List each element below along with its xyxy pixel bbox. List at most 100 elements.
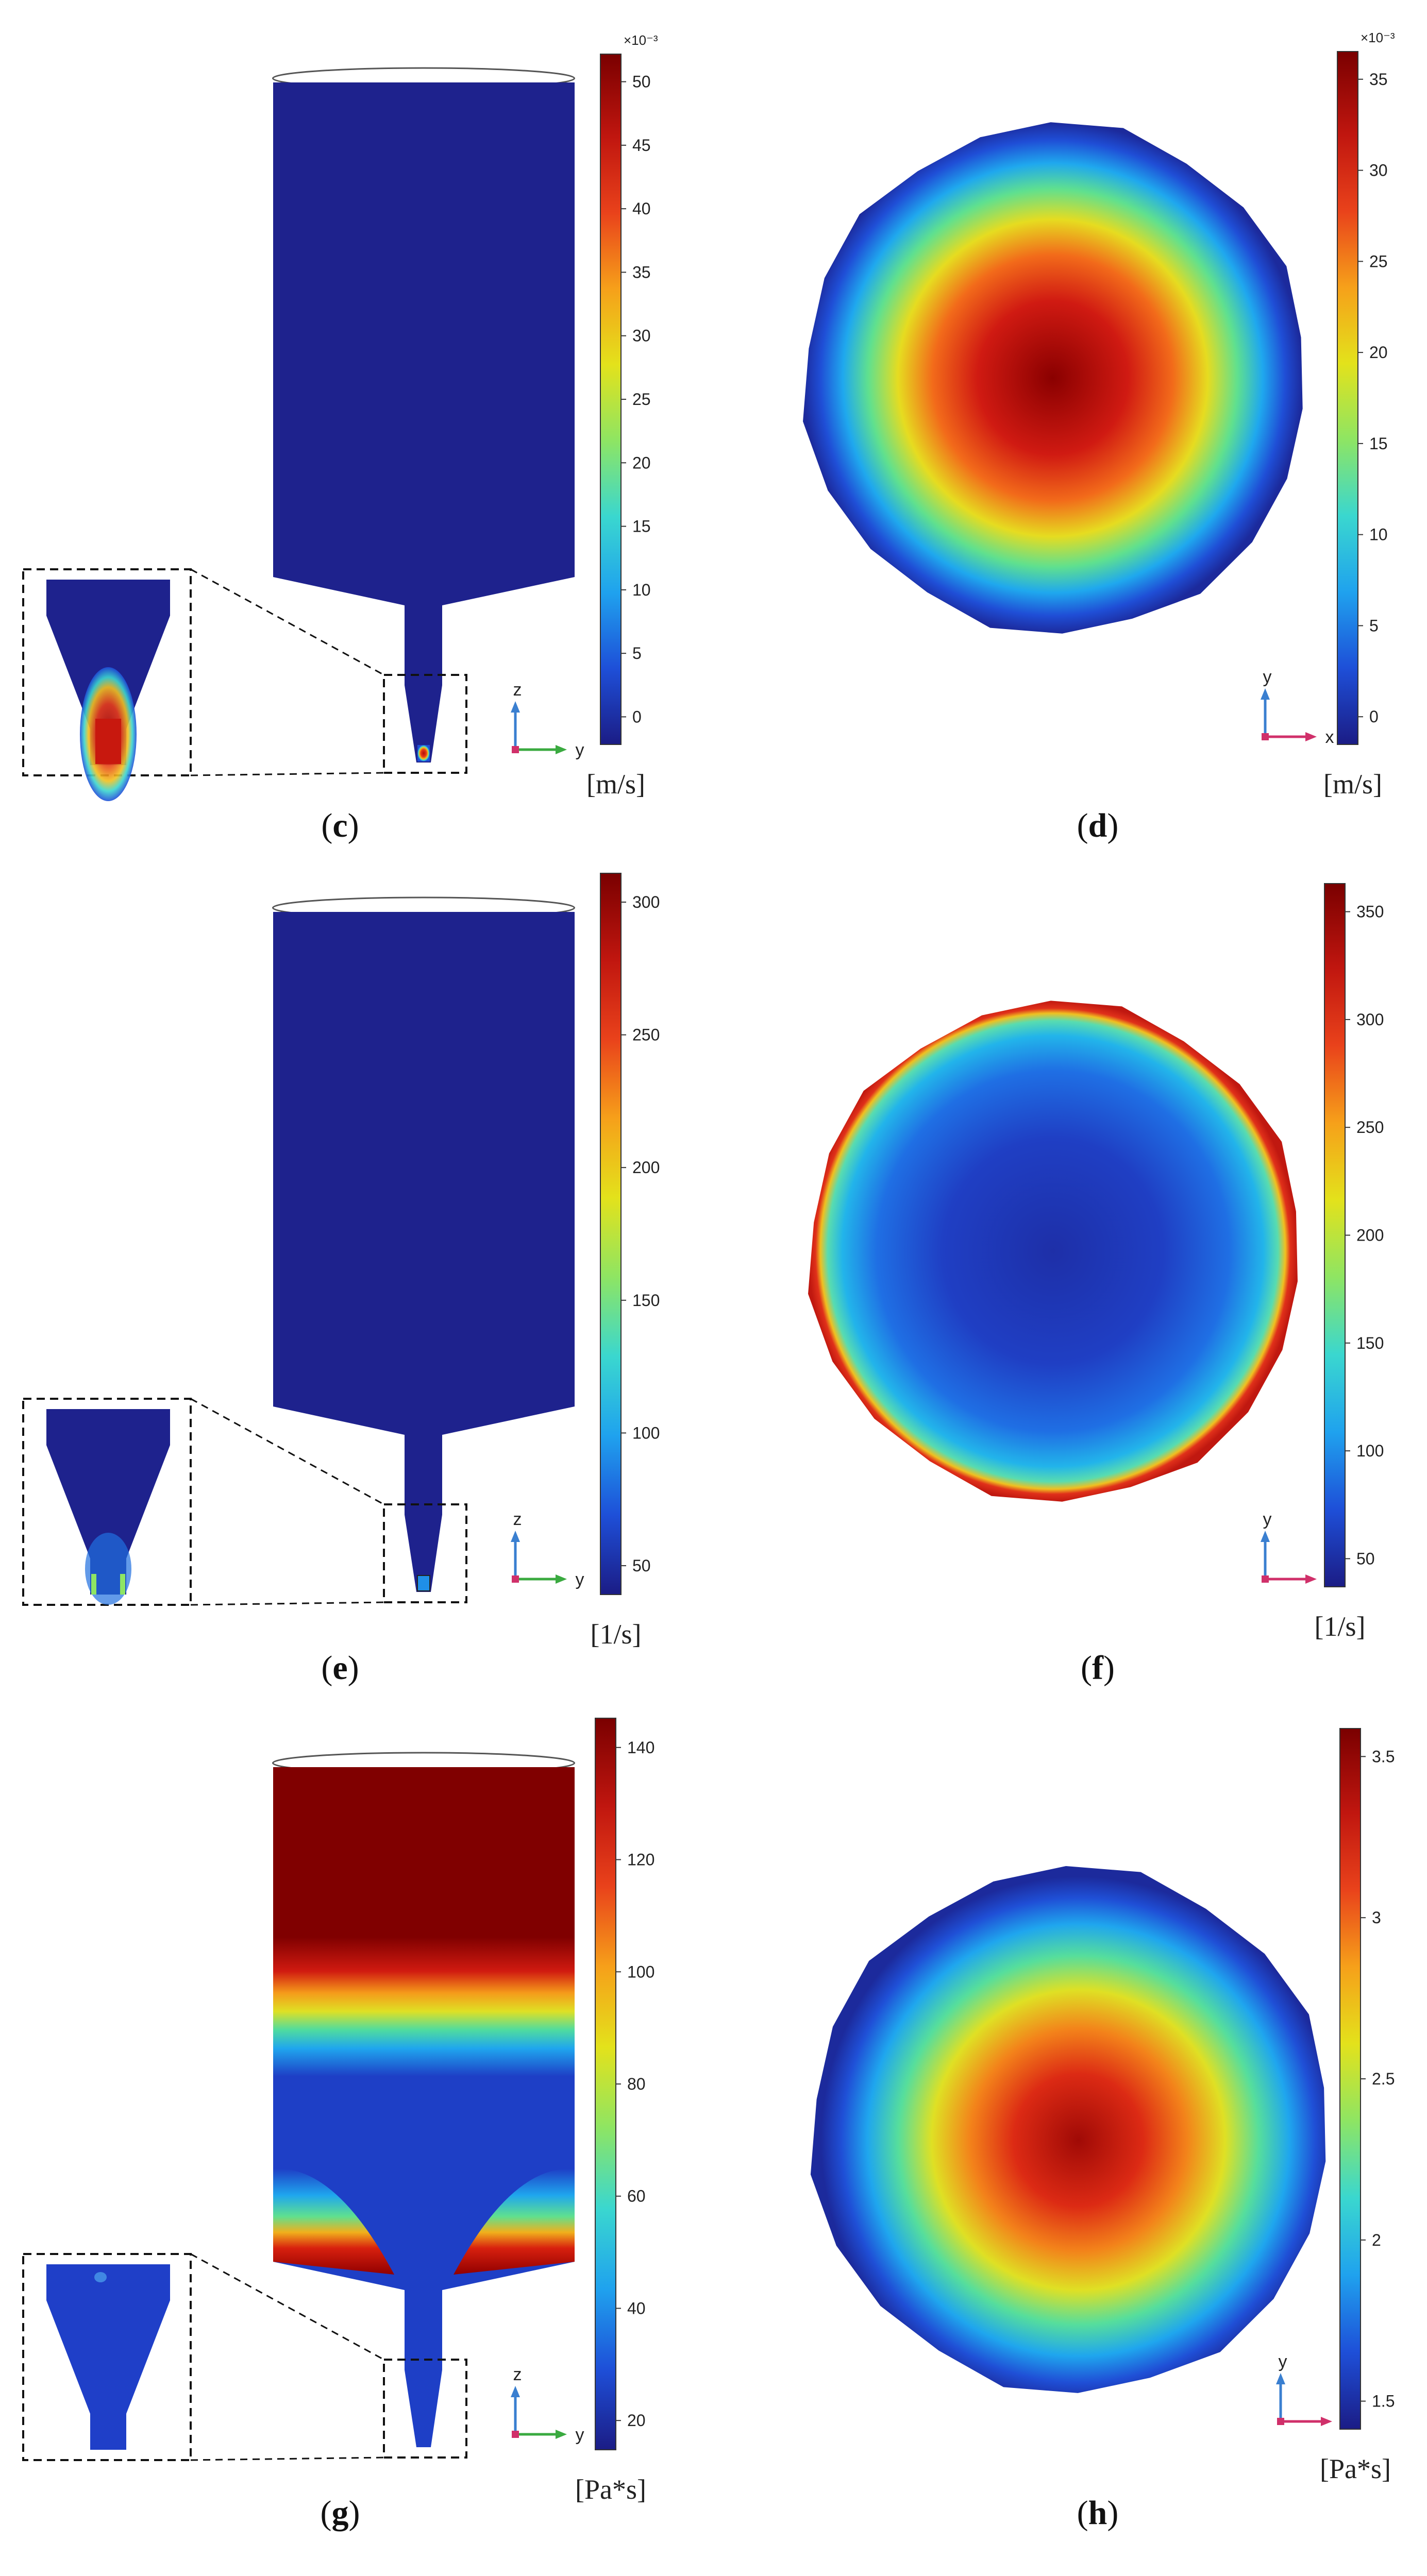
zoom-connector (190, 772, 384, 776)
inset-funnel (46, 2264, 170, 2450)
viscosity-left-zone (273, 2168, 394, 2275)
colorbar-unit: [1/s] (591, 1619, 642, 1650)
axis-origin (1277, 2418, 1284, 2425)
cross-section-panel-h (810, 1866, 1326, 2393)
arrow-head (1261, 688, 1270, 700)
cross-section-field (810, 1866, 1326, 2393)
colorbar-gradient (1324, 883, 1346, 1587)
colorbar-gradient (600, 54, 622, 745)
coordinate-triad: yx (1276, 2352, 1350, 2432)
colorbar-tick-label: 40 (632, 199, 651, 218)
cross-section-field (803, 122, 1303, 634)
colorbar-tick-label: 35 (632, 263, 651, 281)
axis-origin (1262, 1575, 1269, 1583)
caption-c: (c) (321, 807, 359, 844)
colorbar-tick-label: 350 (1356, 903, 1384, 921)
colorbar-exponent: ×10⁻³ (1361, 30, 1395, 45)
colorbar-tick-label: 10 (632, 581, 651, 599)
axis-vertical-label: z (513, 2365, 522, 2384)
axis-horizontal-label: y (576, 2425, 584, 2445)
viscosity-top-zone (273, 1767, 575, 2076)
colorbar-unit: [Pa*s] (575, 2474, 646, 2505)
viscosity-right-zone (454, 2168, 575, 2275)
axis-horizontal-label: y (576, 1570, 584, 1589)
colorbar-tick-label: 45 (632, 136, 651, 155)
colorbar-h: 1.5 2 2.5 3 3.5 [Pa*s] (1320, 1728, 1395, 2484)
coordinate-triad: yx (1261, 1510, 1334, 1589)
axis-origin (512, 2431, 519, 2438)
colorbar-tick-label: 25 (632, 390, 651, 409)
colorbar-tick-label: 250 (632, 1026, 660, 1044)
colorbar-tick-label: 20 (1369, 343, 1388, 362)
caption-d: (d) (1077, 807, 1119, 844)
colorbar-e: 50 100 150 200 250 300 [1/s] (591, 873, 660, 1650)
axis-origin (1262, 733, 1269, 740)
silo-body (273, 82, 575, 762)
colorbar-tick-label: 150 (632, 1291, 660, 1310)
zoom-box (383, 2359, 467, 2459)
axis-origin (512, 746, 519, 753)
colorbar-d: 0 5 10 15 20 25 30 35 ×10⁻³ [m/s] (1323, 30, 1395, 800)
colorbar-tick-label: 2 (1372, 2231, 1381, 2249)
inset-shear-edge (120, 1574, 125, 1595)
axis-vertical-label: y (1263, 667, 1272, 687)
outlet-hotspot (417, 1575, 430, 1591)
silo-panel-g (22, 1752, 575, 2461)
colorbar-tick-label: 30 (1369, 161, 1388, 180)
axis-vertical-label: y (1279, 2352, 1287, 2371)
colorbar-unit: [m/s] (586, 769, 645, 800)
colorbar-tick-label: 5 (632, 644, 642, 663)
zoom-box (383, 674, 467, 774)
coordinate-triad: yx (1261, 667, 1334, 747)
colorbar-gradient (1339, 1728, 1361, 2430)
colorbar-tick-label: 40 (627, 2299, 646, 2317)
colorbar-tick-label: 300 (632, 893, 660, 911)
caption-g: (g) (320, 2494, 360, 2532)
colorbar-tick-label: 15 (632, 517, 651, 536)
axis-horizontal-label: y (576, 740, 584, 760)
colorbar-tick-label: 30 (632, 327, 651, 345)
arrow-head (1276, 2373, 1285, 2384)
arrow-head (556, 1574, 567, 1584)
colorbar-tick-label: 100 (632, 1423, 660, 1442)
coordinate-triad: zy (511, 2365, 584, 2445)
cross-section-field (808, 1001, 1298, 1502)
arrow-head (1261, 1531, 1270, 1542)
arrow-head (1305, 1574, 1317, 1584)
axis-vertical-label: y (1263, 1510, 1272, 1529)
axis-horizontal-label: x (1325, 727, 1334, 747)
colorbar-tick-label: 3.5 (1372, 1747, 1395, 1766)
colorbar-tick-label: 20 (632, 453, 651, 472)
cross-section-panel-f (808, 1001, 1298, 1502)
caption-e: (e) (321, 1649, 359, 1687)
caption-f: (f) (1081, 1649, 1115, 1687)
axis-vertical-label: z (513, 1510, 522, 1529)
colorbar-tick-label: 15 (1369, 434, 1388, 453)
colorbar-gradient (1337, 51, 1358, 745)
colorbar-tick-label: 0 (1369, 707, 1379, 726)
inset-shear-edge (91, 1574, 96, 1595)
zoom-box (383, 1503, 467, 1603)
colorbar-gradient (595, 1718, 616, 2450)
colorbar-tick-label: 100 (1356, 1442, 1384, 1460)
zoom-connector (190, 2456, 384, 2461)
colorbar-gradient (600, 873, 622, 1595)
colorbar-unit: [m/s] (1323, 769, 1382, 800)
colorbar-tick-label: 20 (627, 2411, 646, 2430)
silo-panel-e (22, 896, 575, 1606)
colorbar-tick-label: 200 (1356, 1226, 1384, 1245)
arrow-head (556, 745, 567, 754)
colorbar-tick-label: 250 (1356, 1118, 1384, 1137)
caption-h: (h) (1077, 2494, 1119, 2532)
arrow-head (511, 1531, 520, 1542)
colorbar-c: 0 5 10 15 20 25 30 35 40 45 50 ×10⁻³ [m/s] (586, 32, 658, 800)
colorbar-tick-label: 120 (627, 1851, 654, 1869)
colorbar-tick-label: 150 (1356, 1334, 1384, 1352)
colorbar-tick-label: 5 (1369, 616, 1379, 635)
colorbar-tick-label: 50 (1356, 1549, 1375, 1568)
colorbar-tick-label: 300 (1356, 1010, 1384, 1029)
colorbar-unit: [1/s] (1315, 1611, 1366, 1642)
coordinate-triad: zy (511, 1510, 584, 1589)
colorbar-f: 50 100 150 200 250 300 350 [1/s] (1315, 883, 1384, 1642)
